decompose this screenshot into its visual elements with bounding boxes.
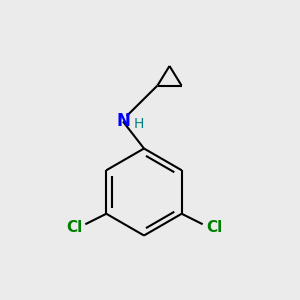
Text: H: H (134, 117, 144, 131)
Text: N: N (116, 112, 130, 130)
Text: Cl: Cl (206, 220, 222, 235)
Text: Cl: Cl (66, 220, 82, 235)
